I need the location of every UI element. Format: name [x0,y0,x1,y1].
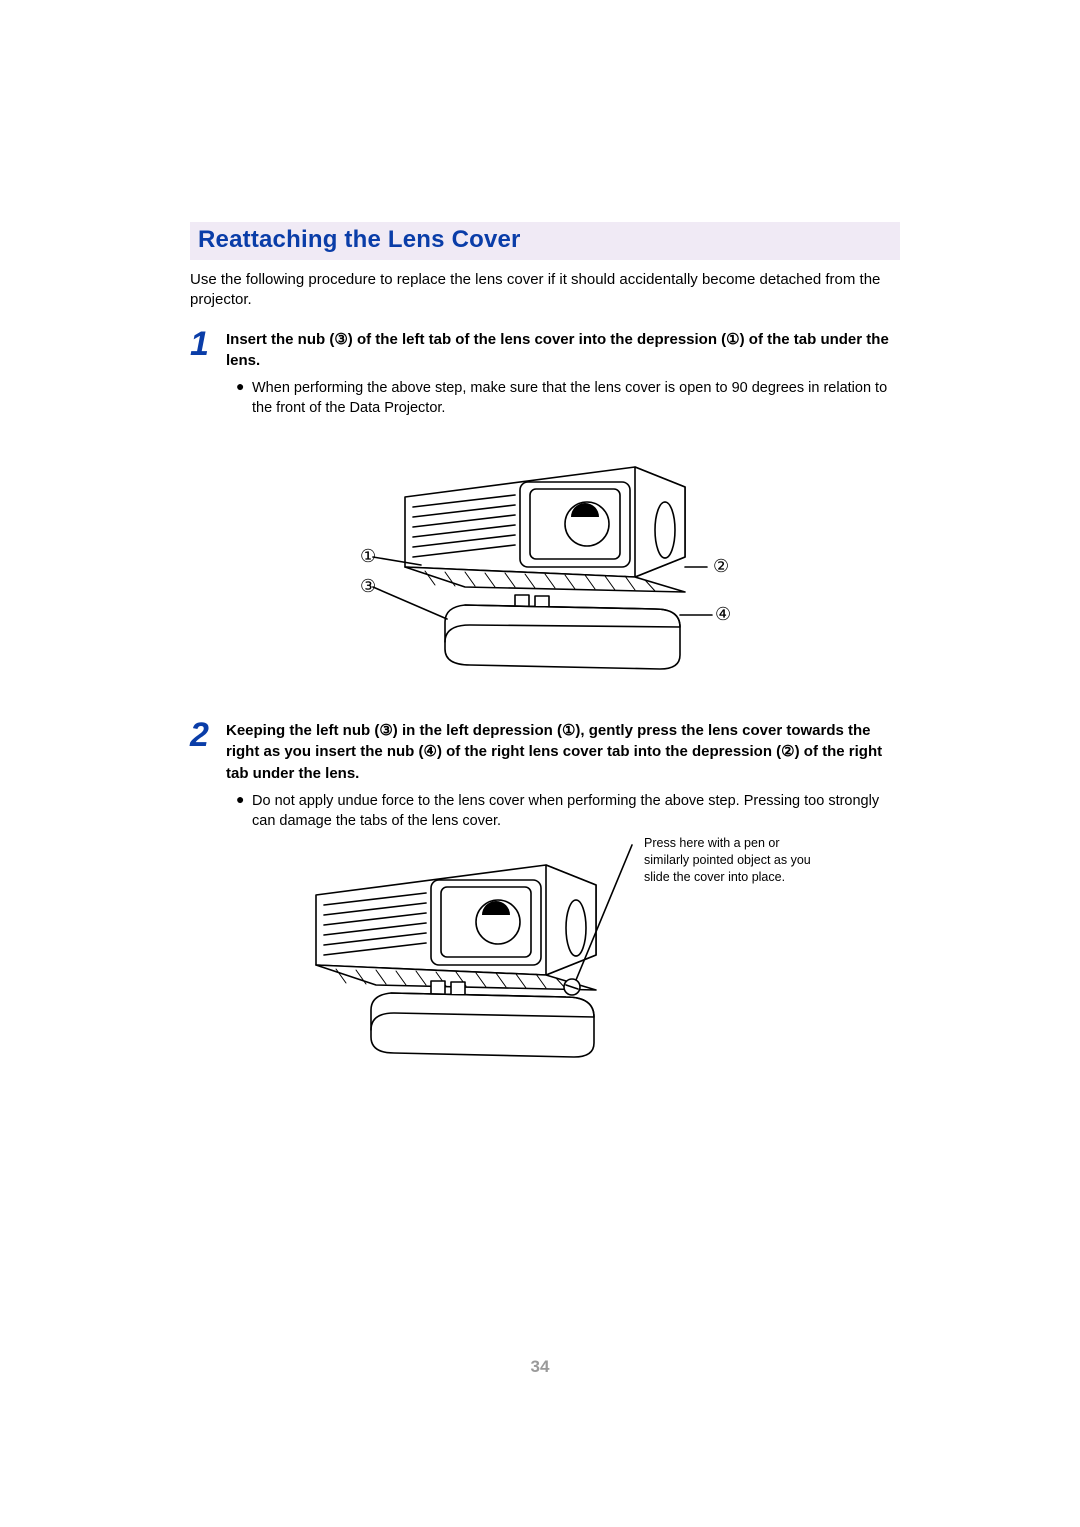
circled-1: ① [726,331,739,348]
heading-text: ) of the left tab of the lens cover into… [348,331,726,348]
heading-text: Keeping the left nub ( [226,722,379,739]
bullet-text: Do not apply undue force to the lens cov… [252,791,900,832]
figure-2-row: Press here with a pen or similarly point… [190,835,900,1070]
step-2: 2 Keeping the left nub (③) in the left d… [190,720,900,832]
bullet-dot-icon: ● [236,378,252,419]
step-number: 2 [190,718,226,752]
page-number: 34 [0,1357,1080,1377]
circled-3: ③ [379,722,392,739]
label-3: ③ [360,576,376,596]
circled-1: ① [562,722,575,739]
label-2: ② [713,556,729,576]
heading-text: ) in the left depression ( [393,722,562,739]
intro-paragraph: Use the following procedure to replace t… [190,270,890,311]
projector-illustration-1-icon: ① ③ ② ④ [335,437,755,682]
circled-3: ③ [334,331,347,348]
figure-2-callout: Press here with a pen or similarly point… [644,835,814,886]
circled-4: ④ [424,743,437,760]
figure-1: ① ③ ② ④ [190,437,900,682]
circled-2: ② [781,743,794,760]
step-body: Keeping the left nub (③) in the left dep… [226,720,900,832]
manual-page: Reattaching the Lens Cover Use the follo… [0,0,1080,1527]
bullet-text: When performing the above step, make sur… [252,378,900,419]
step-number: 1 [190,327,226,361]
step-heading: Keeping the left nub (③) in the left dep… [226,720,900,785]
projector-illustration-2-icon [276,835,636,1070]
bullet-row: ● When performing the above step, make s… [236,378,900,419]
step-heading: Insert the nub (③) of the left tab of th… [226,329,900,373]
bullet-dot-icon: ● [236,791,252,832]
bullet-row: ● Do not apply undue force to the lens c… [236,791,900,832]
label-1: ① [360,546,376,566]
section-title: Reattaching the Lens Cover [198,226,892,254]
heading-text: ) of the right lens cover tab into the d… [437,743,781,760]
section-title-bar: Reattaching the Lens Cover [190,222,900,260]
label-4: ④ [715,604,731,624]
step-1: 1 Insert the nub (③) of the left tab of … [190,329,900,419]
heading-text: Insert the nub ( [226,331,334,348]
step-body: Insert the nub (③) of the left tab of th… [226,329,900,419]
